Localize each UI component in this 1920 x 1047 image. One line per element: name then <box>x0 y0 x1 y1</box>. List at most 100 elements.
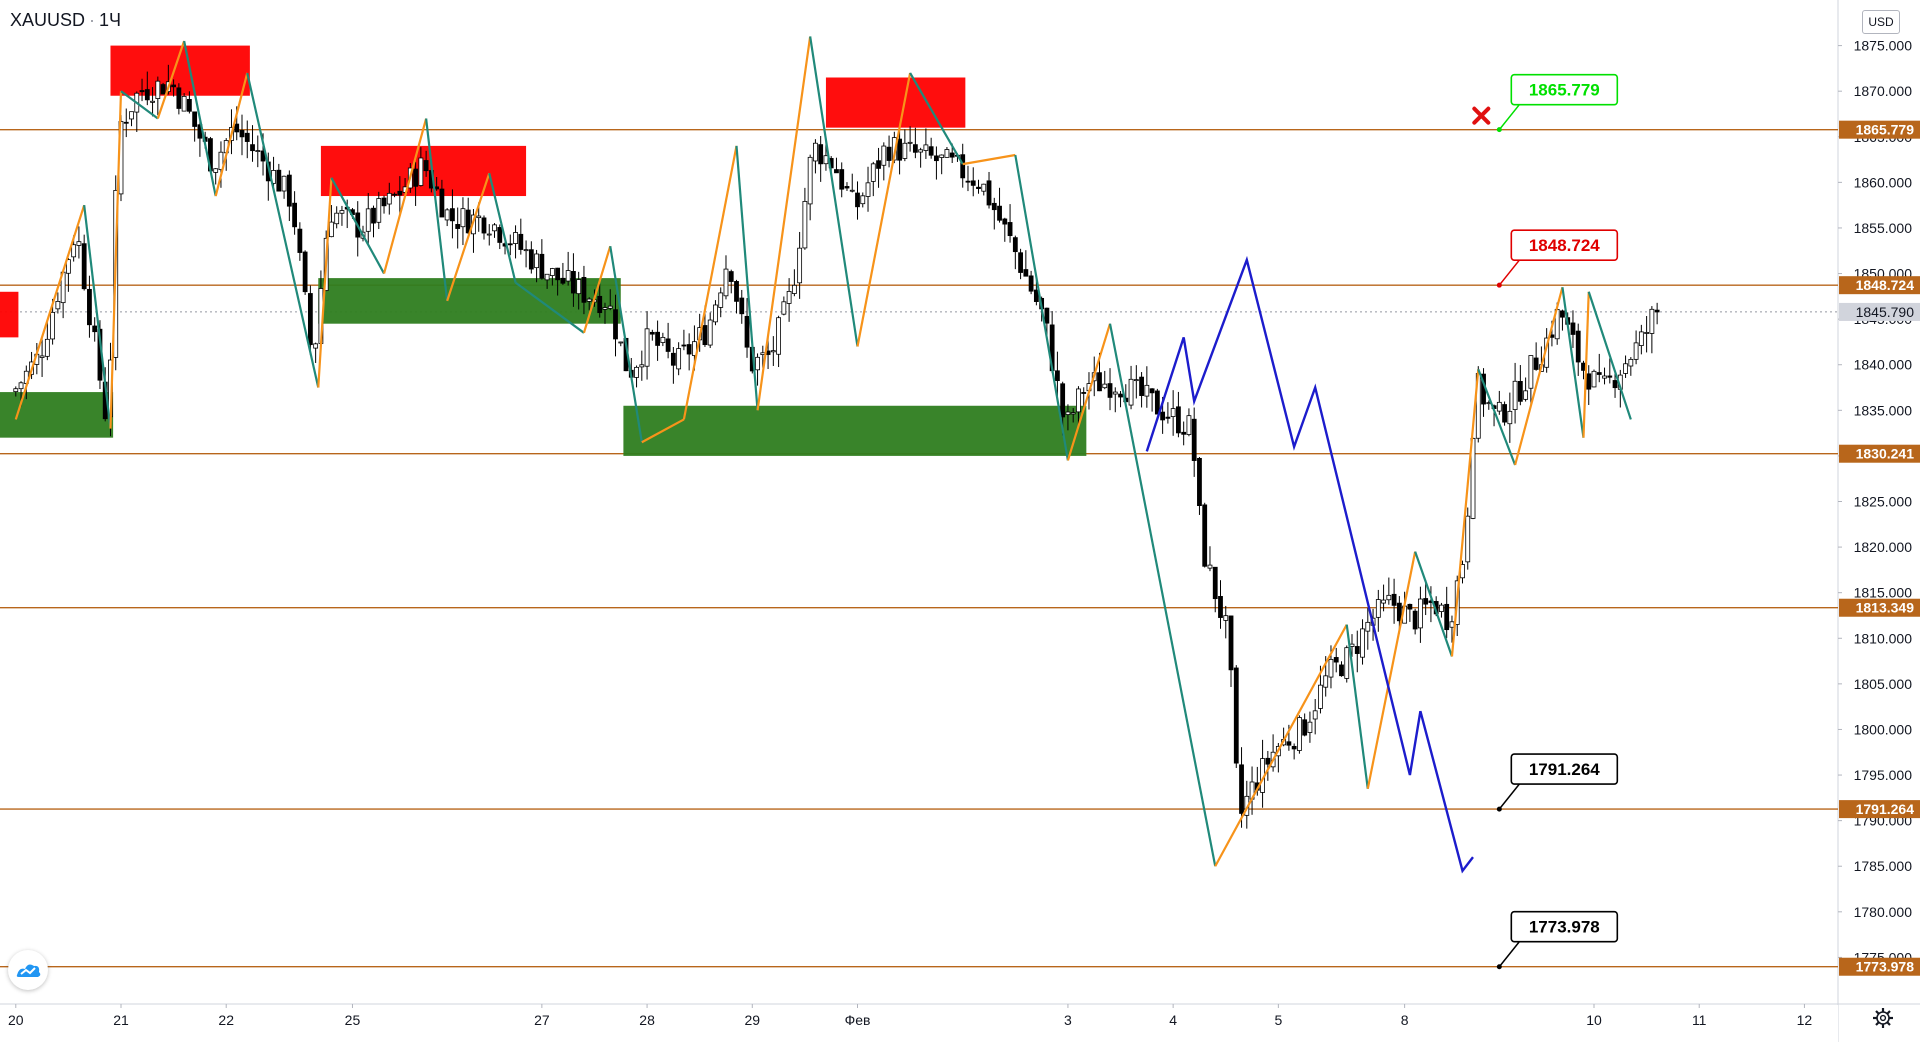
zigzag-up-segment <box>1450 369 1480 657</box>
candle-body <box>807 156 813 205</box>
time-tick-label: 10 <box>1586 1012 1602 1028</box>
candle-body <box>1212 566 1218 600</box>
level-tags: 1865.779 1848.724 1791.264 1773.978 <box>1472 73 1619 970</box>
price-tag-box <box>1510 910 1619 943</box>
candle-body <box>986 180 992 206</box>
candle-body <box>92 325 98 333</box>
candle-body <box>1628 358 1634 367</box>
candle-body <box>539 253 545 279</box>
zigzag-up-segment <box>582 245 612 334</box>
candle-body <box>1055 370 1060 382</box>
candle-body <box>450 208 455 222</box>
candle-body <box>1218 596 1223 618</box>
candle-body <box>123 121 129 124</box>
gear-icon[interactable] <box>1870 1005 1896 1031</box>
candle-body <box>1507 410 1513 425</box>
candle-body <box>1439 604 1444 612</box>
candle-body <box>702 325 708 346</box>
candle-body <box>334 212 340 225</box>
candle-body <box>1496 401 1502 412</box>
candle-body <box>1302 719 1308 736</box>
level-price-label: 1848.724 <box>1856 277 1915 293</box>
level-price-badge <box>1839 598 1920 617</box>
candle-body <box>639 364 645 368</box>
candle-body <box>1344 647 1350 679</box>
separator-dot: · <box>89 10 96 30</box>
symbol-title[interactable]: XAUUSD · 1Ч <box>10 10 121 31</box>
candle-body <box>176 87 182 109</box>
zigzag-down-segment <box>909 72 964 165</box>
candle-body <box>1065 411 1071 415</box>
candle-body <box>1265 757 1271 765</box>
zigzag-up-segment <box>1366 551 1417 789</box>
time-axis: 20 21 22 25 27 28 29 Фев 3 4 5 8 10 11 12 <box>0 1004 1838 1042</box>
candle-body <box>1418 598 1423 629</box>
zigzag-lines <box>14 36 1632 867</box>
candle-body <box>676 348 682 370</box>
candle-body <box>329 221 334 238</box>
candle-body <box>744 315 750 348</box>
candle-body <box>549 268 555 276</box>
candle-body <box>276 169 282 192</box>
candle-body <box>1602 375 1607 379</box>
zigzag-up-segment <box>382 118 428 274</box>
candle-body <box>1502 404 1507 423</box>
candle-body <box>849 189 855 192</box>
zigzag-down-segment <box>1014 154 1070 461</box>
price-tick-label: 1815.000 <box>1854 585 1913 601</box>
candle-body <box>55 300 61 310</box>
candle-body <box>970 180 976 186</box>
zigzag-down-segment <box>246 72 320 388</box>
candle-body <box>460 208 466 228</box>
candle-body <box>144 89 150 101</box>
currency-button[interactable]: USD <box>1862 10 1900 34</box>
level-price-badge <box>1839 444 1920 463</box>
time-tick-label: 11 <box>1692 1012 1707 1028</box>
candle-body <box>1412 610 1418 630</box>
candle-body <box>1097 372 1102 392</box>
supply-zone <box>825 77 966 128</box>
candle-body <box>981 183 987 192</box>
candle-body <box>39 355 45 358</box>
symbol-name: XAUUSD <box>10 10 86 30</box>
zigzag-up-segment <box>446 172 491 302</box>
candle-body <box>339 210 345 214</box>
candle-body <box>302 251 308 293</box>
tradingview-logo-icon[interactable] <box>8 950 48 990</box>
candle-body <box>1560 310 1565 318</box>
price-tag-label: 1773.978 <box>1529 918 1600 937</box>
candle-body <box>776 317 781 355</box>
candle-body <box>734 281 739 302</box>
price-tag-box <box>1510 753 1619 785</box>
logo-glyph <box>16 964 41 977</box>
demand-zone <box>0 392 114 438</box>
zigzag-down-segment <box>488 172 517 283</box>
candle-body <box>234 123 240 133</box>
candle-body <box>1070 412 1076 415</box>
candle-body <box>1297 717 1302 751</box>
candle-body <box>560 277 566 284</box>
candle-body <box>613 309 618 340</box>
candle-body <box>486 233 492 236</box>
candle-body <box>1365 621 1371 632</box>
zigzag-up-segment <box>214 72 249 197</box>
candle-body <box>834 169 839 174</box>
candle-body <box>1318 684 1323 709</box>
candle-body <box>686 344 692 355</box>
zigzag-up-segment <box>317 177 333 388</box>
candle-body <box>160 84 166 95</box>
candle-body <box>139 90 145 93</box>
tag-anchor-dot <box>1496 127 1502 133</box>
candle-body <box>1312 710 1318 720</box>
candle-body <box>681 344 687 347</box>
gear-glyph <box>1873 1008 1893 1028</box>
candle-body <box>1328 658 1334 678</box>
zigzag-down-segment <box>809 36 859 347</box>
candle-body <box>13 388 19 393</box>
candles <box>13 64 1660 829</box>
candle-body <box>497 227 503 243</box>
candle-body <box>1149 388 1155 394</box>
